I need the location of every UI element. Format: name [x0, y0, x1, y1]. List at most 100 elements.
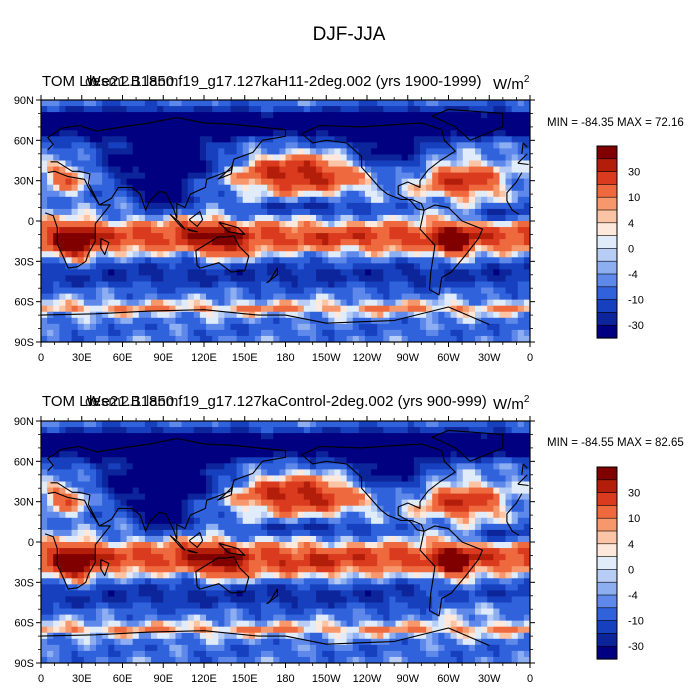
field-cell — [505, 433, 513, 440]
field-cell — [499, 214, 506, 222]
field-cell — [157, 499, 164, 507]
field-cell — [163, 293, 170, 301]
field-cell — [108, 493, 115, 501]
field-cell — [132, 142, 140, 149]
field-cell — [199, 469, 207, 476]
field-cell — [377, 287, 384, 294]
field-cell — [71, 100, 79, 107]
field-cell — [316, 517, 323, 525]
field-cell — [334, 269, 341, 276]
field-cell — [316, 451, 323, 458]
field-cell — [493, 523, 500, 531]
field-cell — [120, 190, 127, 198]
field-cell — [199, 439, 207, 446]
field-cell — [377, 481, 384, 488]
field-cell — [151, 299, 158, 307]
field-cell — [413, 245, 421, 252]
field-cell — [468, 433, 476, 440]
field-cell — [163, 251, 170, 258]
field-cell — [120, 196, 127, 204]
field-cell — [511, 523, 519, 531]
field-cell — [53, 142, 60, 149]
field-cell — [340, 529, 348, 537]
field-cell — [120, 287, 127, 294]
field-cell — [273, 445, 280, 452]
field-cell — [151, 269, 158, 276]
field-cell — [499, 160, 506, 167]
field-cell — [102, 481, 109, 488]
field-cell — [505, 154, 513, 161]
field-cell — [407, 202, 415, 210]
field-cell — [77, 281, 85, 288]
field-cell — [413, 221, 421, 228]
field-cell — [199, 233, 207, 240]
field-cell — [316, 505, 323, 513]
field-cell — [181, 233, 189, 240]
field-cell — [346, 427, 354, 434]
field-cell — [181, 481, 189, 488]
field-cell — [120, 427, 127, 434]
field-cell — [291, 148, 299, 155]
field-cell — [59, 124, 66, 131]
field-cell — [505, 118, 513, 125]
field-cell — [132, 263, 140, 270]
field-cell — [309, 493, 317, 501]
field-cell — [432, 100, 439, 107]
field-cell — [517, 439, 525, 446]
field-cell — [261, 178, 268, 186]
field-cell — [108, 299, 115, 307]
field-cell — [157, 130, 164, 137]
field-cell — [316, 214, 323, 222]
field-cell — [474, 299, 482, 307]
field-cell — [413, 517, 421, 525]
field-cell — [163, 451, 170, 458]
field-cell — [358, 275, 366, 282]
field-cell — [89, 142, 97, 149]
field-cell — [426, 239, 433, 246]
field-cell — [261, 427, 268, 434]
field-cell — [438, 208, 445, 216]
field-cell — [254, 178, 262, 186]
field-cell — [303, 511, 311, 519]
field-cell — [389, 299, 396, 307]
field-cell — [187, 251, 195, 258]
field-cell — [242, 535, 250, 543]
field-cell — [279, 475, 286, 482]
field-cell — [83, 202, 91, 210]
field-cell — [346, 148, 354, 155]
field-cell — [175, 463, 182, 470]
field-cell — [426, 190, 433, 198]
field-cell — [364, 160, 372, 167]
field-cell — [444, 190, 451, 198]
colorbar-swatch — [596, 260, 618, 275]
field-cell — [334, 511, 341, 519]
field-cell — [334, 287, 341, 294]
field-cell — [71, 499, 79, 507]
field-cell — [395, 257, 403, 264]
field-cell — [426, 130, 433, 137]
field-cell — [242, 299, 250, 307]
field-cell — [169, 335, 176, 343]
field-cell — [193, 142, 201, 149]
field-cell — [462, 184, 470, 192]
field-cell — [83, 281, 91, 288]
field-cell — [291, 190, 299, 198]
field-cell — [212, 329, 219, 337]
field-cell — [71, 421, 79, 428]
field-cell — [383, 130, 390, 137]
field-cell — [401, 311, 409, 319]
field-cell — [432, 245, 439, 252]
field-cell — [212, 299, 219, 307]
field-cell — [377, 529, 384, 537]
field-cell — [261, 100, 268, 107]
field-cell — [267, 487, 274, 494]
field-cell — [138, 245, 146, 252]
field-cell — [358, 329, 366, 337]
field-cell — [212, 106, 219, 113]
field-cell — [517, 511, 525, 519]
field-cell — [169, 535, 176, 543]
field-cell — [144, 535, 152, 543]
field-cell — [499, 511, 506, 519]
field-cell — [481, 269, 488, 276]
field-cell — [517, 263, 525, 270]
